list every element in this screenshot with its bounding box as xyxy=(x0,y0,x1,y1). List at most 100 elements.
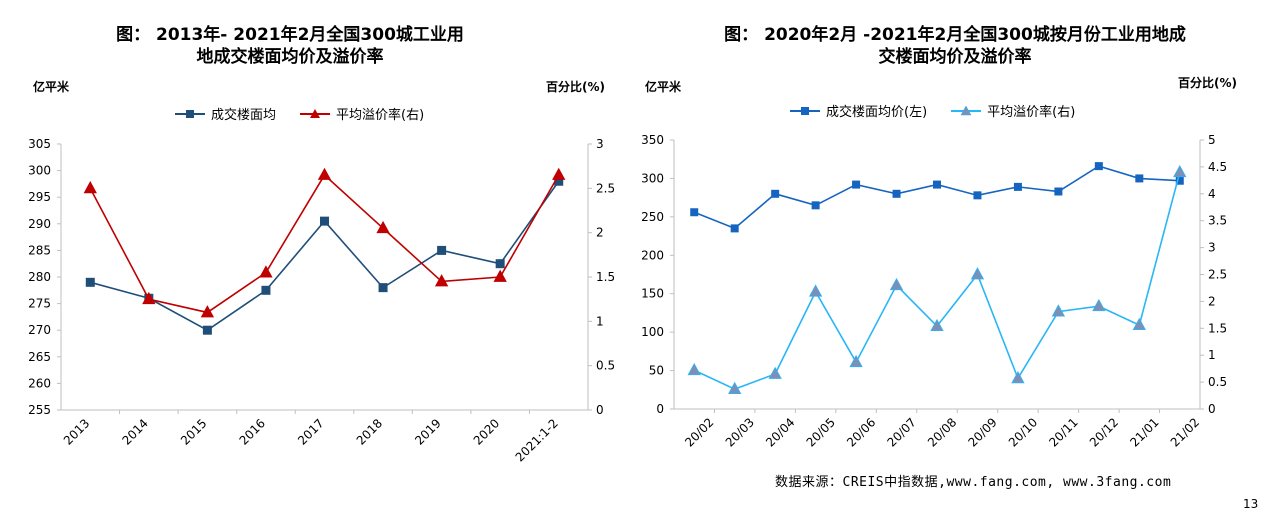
chart2-left-tick-label: 300 xyxy=(641,171,664,185)
chart2-series-price-point xyxy=(1135,174,1144,183)
chart2-right-tick-label: 4 xyxy=(1208,187,1216,201)
chart2-left-unit: 亿平米 xyxy=(645,80,682,94)
chart1-legend: 成交楼面均 平均溢价率(右) xyxy=(175,104,448,123)
chart2-legend-label-price: 成交楼面均价(左) xyxy=(826,105,928,120)
chart1-series-price-point xyxy=(320,216,329,226)
chart2-series-price-point xyxy=(1013,182,1022,191)
chart2-series-price-point xyxy=(690,208,699,217)
chart2-x-tick-label: 20/03 xyxy=(723,415,757,449)
chart2-left-tick-label: 150 xyxy=(641,287,664,301)
chart1-series-price-point xyxy=(378,283,388,293)
chart2-left-tick-label: 0 xyxy=(656,402,664,416)
chart1-left-tick-label: 285 xyxy=(28,243,51,257)
chart1-left-tick-label: 255 xyxy=(28,403,51,417)
legend-line-triangle-icon xyxy=(951,104,982,115)
chart2-right-tick-label: 0 xyxy=(1208,402,1216,416)
chart2-x-tick-label: 20/11 xyxy=(1046,415,1080,449)
chart1-series-price-point xyxy=(85,277,95,287)
chart1-left-tick-label: 300 xyxy=(28,164,51,178)
chart1-series-price-point xyxy=(437,245,447,255)
legend-line-square-icon xyxy=(175,109,205,118)
chart2-series-price-point xyxy=(1094,162,1103,171)
chart2-right-tick-label: 3.5 xyxy=(1208,214,1227,228)
chart2-x-tick-label: 20/08 xyxy=(925,415,959,449)
chart1-series-premium-point xyxy=(376,220,390,234)
chart2-series-premium-point xyxy=(728,381,742,394)
chart1-series-price-point xyxy=(554,176,564,186)
chart2-x-tick-label: 21/01 xyxy=(1127,415,1161,449)
chart2-series-price-point xyxy=(852,180,861,189)
chart1-left-tick-label: 275 xyxy=(28,297,51,311)
chart2-series-price-point xyxy=(1054,187,1063,196)
chart2-series-price-point xyxy=(730,224,739,233)
chart2-series-price-point xyxy=(933,180,941,189)
chart1-series-price-point xyxy=(261,285,271,295)
chart2-series-premium-point xyxy=(687,362,701,376)
chart1-right-tick-label: 1 xyxy=(596,314,604,328)
chart1-series-premium-point xyxy=(552,167,566,180)
chart2-series-price-point xyxy=(811,201,820,210)
chart2-series-premium-point xyxy=(768,366,782,379)
chart2-title: 图： 2020年2月 -2021年2月全国300城按月份工业用地成 交楼面均价及… xyxy=(724,25,1186,67)
chart1-right-unit: 百分比(%) xyxy=(546,80,605,94)
chart1-left-tick-label: 265 xyxy=(28,350,51,364)
chart1-series-premium-point xyxy=(259,265,273,278)
chart2-series-price-point xyxy=(973,191,982,200)
chart2-x-tick-label: 20/07 xyxy=(885,415,919,449)
chart1-series-premium-point xyxy=(200,305,215,318)
chart2-right-tick-label: 1.5 xyxy=(1208,321,1227,335)
chart2-right-tick-label: 0.5 xyxy=(1208,375,1227,389)
chart2-series-premium-point xyxy=(930,318,944,332)
chart1-right-tick-label: 3 xyxy=(596,137,604,151)
chart2-x-tick-label: 20/09 xyxy=(965,415,999,449)
legend-line-square-icon xyxy=(790,106,820,115)
chart2-right-tick-label: 4.5 xyxy=(1208,160,1227,174)
chart1-series-premium-point xyxy=(317,167,332,180)
chart1-series-price-point xyxy=(495,259,505,269)
chart1-legend-label-premium: 平均溢价率(右) xyxy=(336,108,425,123)
chart2-x-tick-label: 21/02 xyxy=(1168,415,1202,449)
page-number: 13 xyxy=(1243,497,1259,511)
chart1-left-tick-label: 290 xyxy=(28,217,51,231)
chart1-left-tick-label: 270 xyxy=(28,323,51,337)
chart2-series-price-point xyxy=(1175,176,1184,185)
chart1-title: 图： 2013年- 2021年2月全国300城工业用 地成交楼面均价及溢价率 xyxy=(116,25,464,67)
chart2-right-unit: 百分比(%) xyxy=(1178,76,1237,90)
chart2-series-price-line xyxy=(693,165,1180,230)
chart2-right-tick-label: 3 xyxy=(1208,241,1216,255)
chart2-left-tick-label: 50 xyxy=(649,364,664,378)
chart2-right-tick-label: 2 xyxy=(1208,294,1216,308)
chart1-left-tick-label: 260 xyxy=(28,376,51,390)
chart2-right-tick-label: 1 xyxy=(1208,348,1216,362)
chart2-series-premium-point xyxy=(1051,304,1066,317)
chart2-series-premium-point xyxy=(889,277,904,291)
chart1-series-price-point xyxy=(202,325,212,335)
chart2-left-tick-label: 200 xyxy=(641,248,664,262)
chart2-legend-item-premium: 平均溢价率(右) xyxy=(951,101,1075,120)
chart2-series-premium-point xyxy=(808,284,823,297)
data-source-note: 数据来源：CREIS中指数据,www.fang.com, www.3fang.c… xyxy=(775,475,1172,490)
chart1-right-tick-label: 0.5 xyxy=(596,359,615,373)
chart2-x-tick-label: 20/10 xyxy=(1006,415,1040,449)
chart2-x-tick-label: 20/06 xyxy=(844,415,878,449)
chart2-series-premium-point xyxy=(1011,370,1025,384)
chart2-left-tick-label: 250 xyxy=(641,210,664,224)
chart2-series-price-point xyxy=(771,189,780,198)
chart1-series-premium-point xyxy=(434,274,449,287)
chart2-series-premium-point xyxy=(849,354,863,368)
chart2-right-tick-label: 2.5 xyxy=(1208,268,1227,282)
chart2-series-premium-point xyxy=(1132,317,1146,330)
chart2-legend-item-price: 成交楼面均价(左) xyxy=(790,101,927,120)
chart2-series-price-point xyxy=(892,189,901,198)
chart1-left-tick-label: 280 xyxy=(28,270,51,284)
chart2-legend-label-premium: 平均溢价率(右) xyxy=(987,105,1076,120)
chart1-right-tick-label: 1.5 xyxy=(596,270,615,284)
chart2-series-premium-line xyxy=(693,172,1181,390)
chart2-x-tick-label: 20/12 xyxy=(1087,415,1121,449)
chart1-legend-label-price: 成交楼面均 xyxy=(211,108,277,123)
chart2-series-premium-point xyxy=(1173,164,1187,178)
chart2-x-tick-label: 20/02 xyxy=(682,415,716,449)
chart1-left-tick-label: 305 xyxy=(28,137,51,151)
chart2-left-tick-label: 100 xyxy=(641,325,664,339)
